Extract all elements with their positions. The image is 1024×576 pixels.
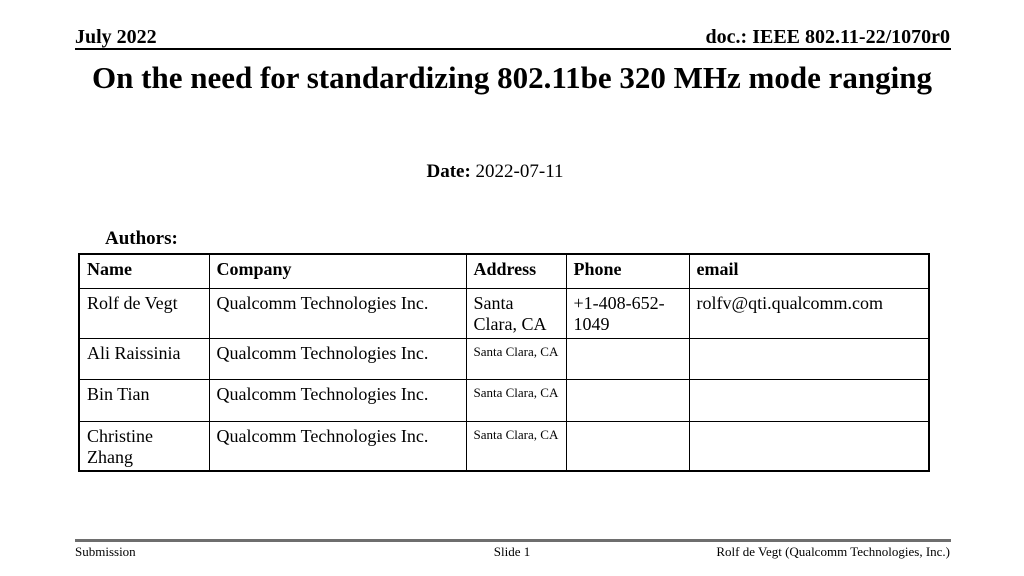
col-header-address: Address <box>465 253 567 289</box>
author-address-cell: Santa Clara, CA <box>465 378 567 422</box>
author-email-cell <box>688 378 930 422</box>
header-rule <box>75 48 951 50</box>
footer-submission: Submission <box>75 544 136 559</box>
footer-author: Rolf de Vegt (Qualcomm Technologies, Inc… <box>716 544 950 559</box>
col-header-company: Company <box>208 253 467 289</box>
date-line: Date: 2022-07-11 <box>0 161 990 183</box>
col-header-name: Name <box>78 253 210 289</box>
col-header-email: email <box>688 253 930 289</box>
header-doc-number: doc.: IEEE 802.11-22/1070r0 <box>705 26 950 48</box>
table-header-row: Name Company Address Phone email <box>78 253 930 289</box>
col-header-phone: Phone <box>565 253 690 289</box>
author-phone-cell <box>565 378 690 422</box>
slide-title: On the need for standardizing 802.11be 3… <box>92 60 932 95</box>
author-phone-cell <box>565 420 690 471</box>
authors-label: Authors: <box>105 228 178 249</box>
author-phone-cell <box>565 337 690 380</box>
author-phone-cell: +1-408-652-1049 <box>565 287 690 339</box>
author-name-cell: Christine Zhang <box>78 420 210 471</box>
author-company-cell: Qualcomm Technologies Inc. <box>208 378 467 422</box>
footer-rule <box>75 539 951 542</box>
author-company-cell: Qualcomm Technologies Inc. <box>208 337 467 380</box>
authors-table: Name Company Address Phone email Rolf de… <box>78 253 930 472</box>
table-row: Bin Tian Qualcomm Technologies Inc. Sant… <box>78 378 930 422</box>
date-label: Date: <box>426 161 471 182</box>
author-name-cell: Ali Raissinia <box>78 337 210 380</box>
author-address-cell: Santa Clara, CA <box>465 420 567 471</box>
footer-slide-number: Slide 1 <box>493 544 531 559</box>
table-row: Rolf de Vegt Qualcomm Technologies Inc. … <box>78 287 930 339</box>
table-row: Christine Zhang Qualcomm Technologies In… <box>78 420 930 471</box>
author-email-cell <box>688 420 930 471</box>
author-name-cell: Rolf de Vegt <box>78 287 210 339</box>
author-email-cell: rolfv@qti.qualcomm.com <box>688 287 930 339</box>
author-company-cell: Qualcomm Technologies Inc. <box>208 420 467 471</box>
author-company-cell: Qualcomm Technologies Inc. <box>208 287 467 339</box>
author-address-cell: Santa Clara, CA <box>465 337 567 380</box>
header-date: July 2022 <box>75 26 157 48</box>
author-email-cell <box>688 337 930 380</box>
author-address-cell: Santa Clara, CA <box>465 287 567 339</box>
table-row: Ali Raissinia Qualcomm Technologies Inc.… <box>78 337 930 380</box>
date-value: 2022-07-11 <box>475 161 564 182</box>
author-name-cell: Bin Tian <box>78 378 210 422</box>
